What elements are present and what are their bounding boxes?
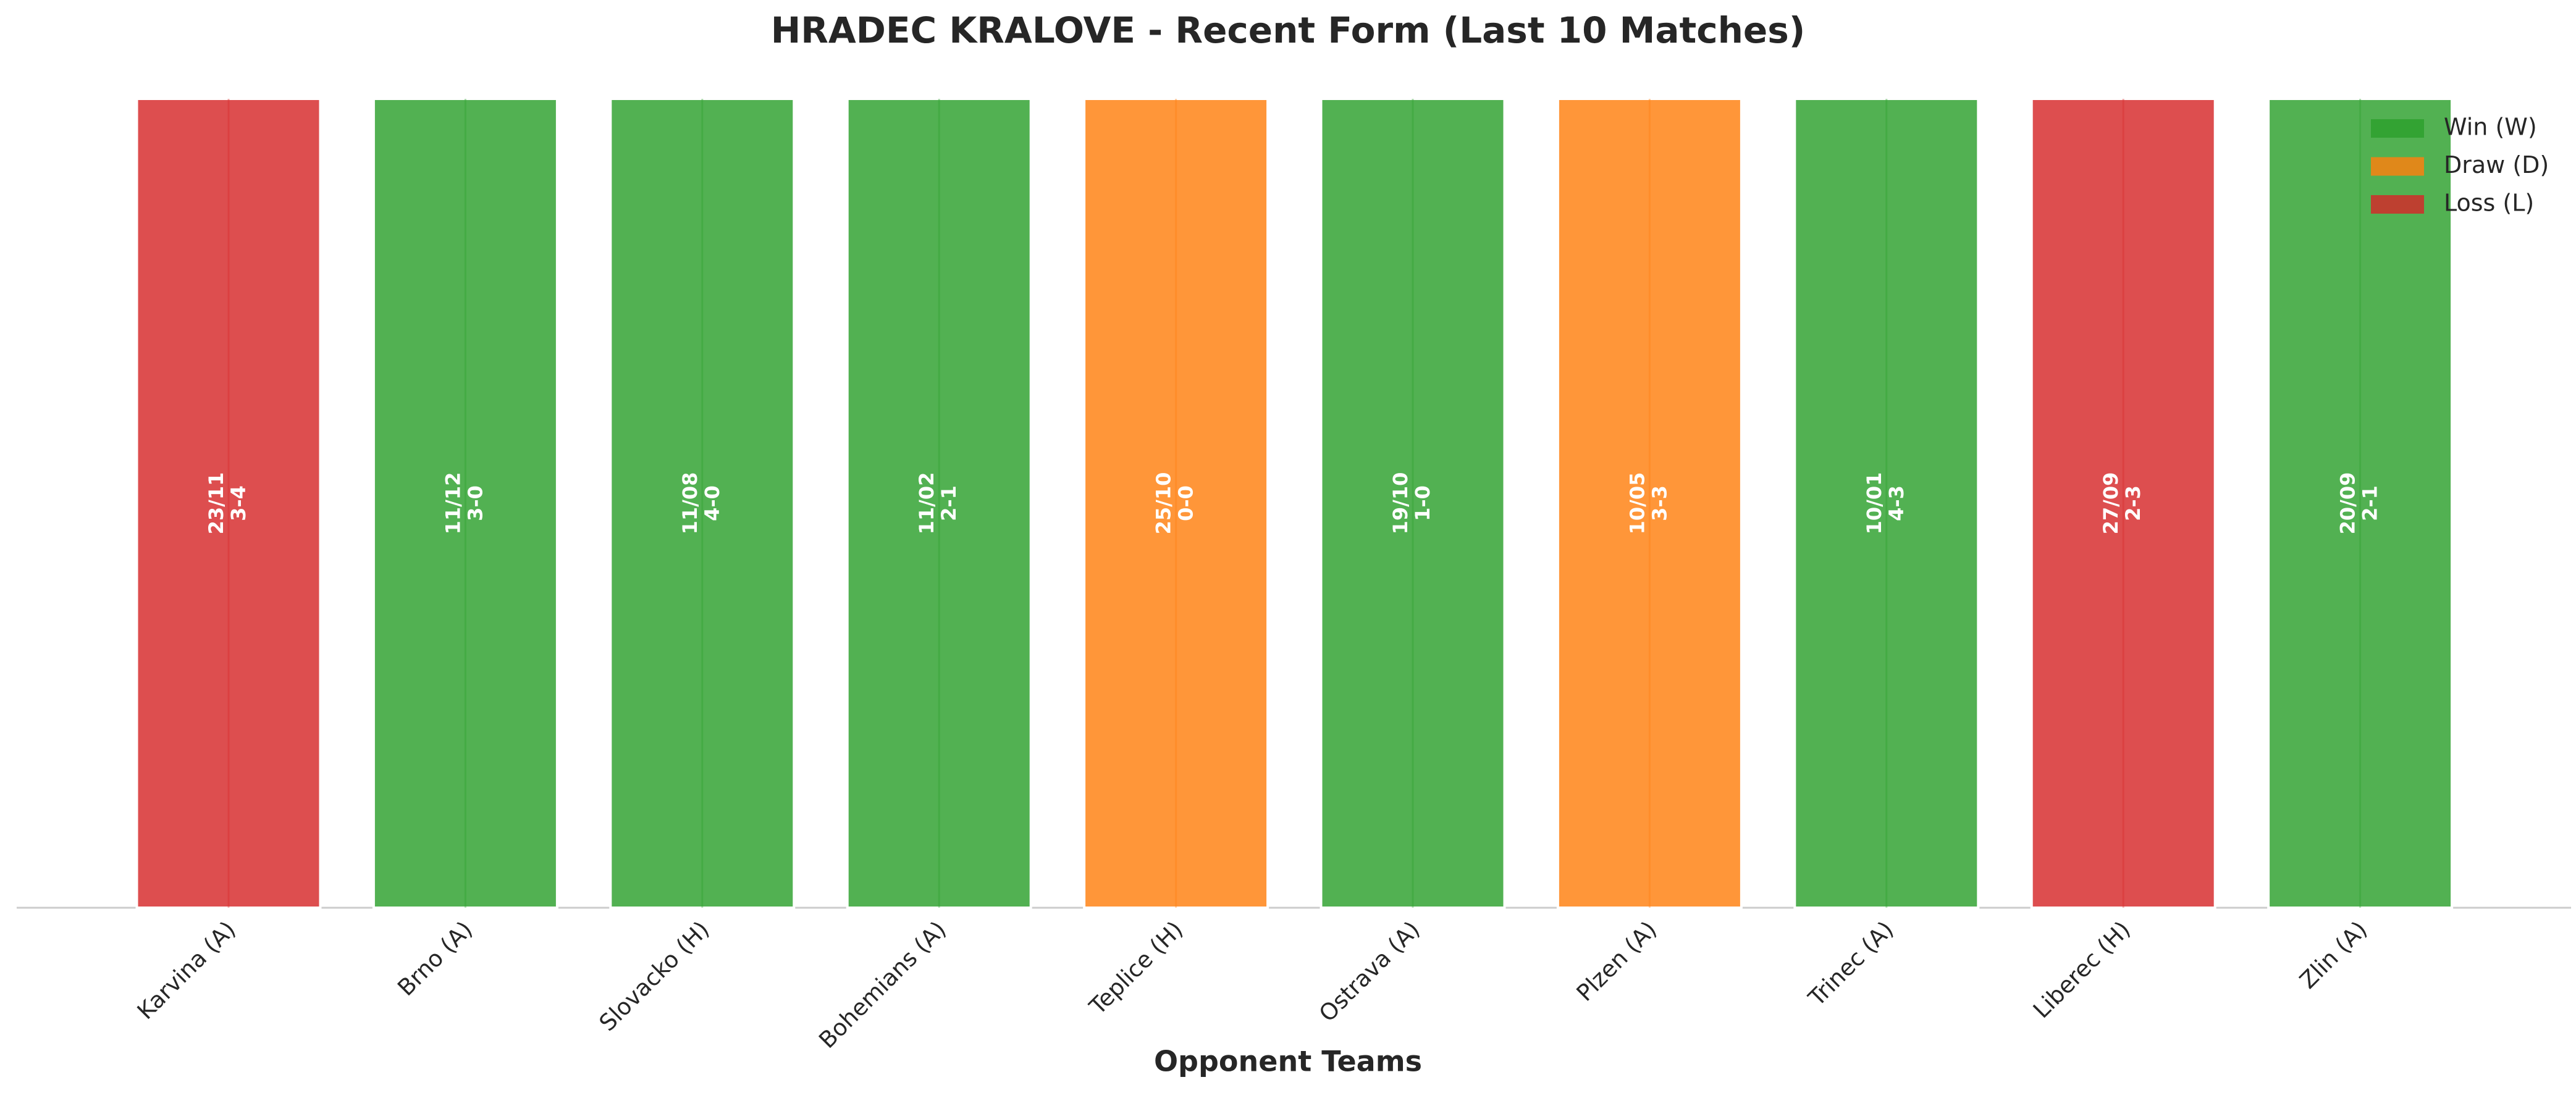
bar [1556, 98, 1743, 909]
legend-label: Loss (L) [2444, 190, 2534, 217]
match-date-label: 10/05 [1625, 472, 1649, 535]
match-score-label: 4-3 [1885, 485, 1908, 521]
match-date-label: 20/09 [2336, 472, 2360, 535]
match-date-label: 11/02 [915, 472, 938, 535]
x-tick-label: Liberec (H) [2028, 916, 2136, 1023]
legend-label: Draw (D) [2444, 151, 2549, 178]
legend-label: Win (W) [2444, 114, 2537, 141]
match-score-label: 0-0 [1174, 485, 1198, 521]
match-score-label: 3-4 [227, 485, 250, 521]
bar [1793, 98, 1980, 909]
match-score-label: 2-3 [2121, 485, 2145, 521]
bar [1083, 98, 1269, 909]
match-date-label: 27/09 [2099, 472, 2123, 535]
match-score-label: 3-3 [1648, 485, 1671, 521]
chart-title: HRADEC KRALOVE - Recent Form (Last 10 Ma… [771, 9, 1806, 51]
match-score-label: 3-0 [463, 485, 487, 521]
legend-swatch [2371, 195, 2424, 214]
x-axis-label: Opponent Teams [1154, 1045, 1422, 1078]
match-score-label: 2-1 [2359, 485, 2382, 521]
x-tick-label: Karvina (A) [132, 916, 241, 1024]
bar [372, 98, 558, 909]
x-tick-label: Plzen (A) [1572, 916, 1662, 1006]
x-tick-label: Brno (A) [392, 916, 478, 1001]
legend-swatch [2371, 119, 2424, 138]
legend-swatch [2371, 157, 2424, 176]
bar [135, 98, 322, 909]
match-score-label: 4-0 [701, 485, 724, 521]
bar [1320, 98, 1506, 909]
x-tick-label: Bohemians (A) [814, 916, 951, 1053]
match-score-label: 1-0 [1411, 485, 1434, 521]
x-tick-label: Zlin (A) [2294, 916, 2372, 994]
bar [2267, 98, 2454, 909]
x-tick-label: Teplice (H) [1084, 916, 1189, 1020]
bar [609, 98, 796, 909]
match-date-label: 19/10 [1389, 472, 1412, 535]
x-tick-label: Slovacko (H) [594, 916, 715, 1036]
match-date-label: 11/08 [678, 472, 702, 535]
match-date-label: 11/12 [441, 472, 465, 535]
match-date-label: 10/01 [1863, 472, 1886, 535]
match-date-label: 25/10 [1152, 472, 1176, 535]
x-tick-label: Trinec (A) [1803, 916, 1899, 1011]
x-tick-label: Ostrava (A) [1314, 916, 1425, 1027]
bar [2030, 98, 2216, 909]
match-date-label: 23/11 [204, 472, 228, 535]
bar [846, 98, 1032, 909]
match-score-label: 2-1 [937, 485, 961, 521]
